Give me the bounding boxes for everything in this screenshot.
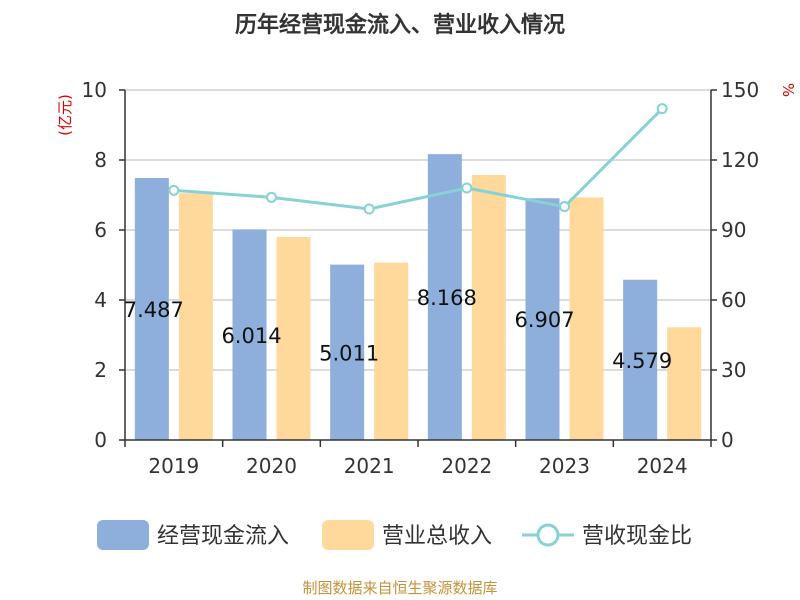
y-left-tick-label: 8 [94,148,107,172]
legend-label-cash-inflow: 经营现金流入 [157,524,289,549]
bar-revenue [178,193,213,440]
x-tick-label: 2019 [148,454,199,478]
bar-cash-inflow [525,198,560,440]
data-labels: 7.487 6.014 5.011 8.168 6.907 4.579 [124,286,672,373]
bar-cash-inflow [134,177,169,440]
ratio-point [656,103,668,115]
data-label: 6.907 [514,308,574,332]
bars [134,154,702,441]
bar-revenue [667,327,702,440]
ratio-line-path [173,107,664,211]
bar-cash-inflow [623,279,658,440]
y-right-tick-label: 150 [721,78,759,102]
x-tick-label: 2023 [539,454,590,478]
ratio-point [559,201,570,213]
ratio-point [461,182,473,194]
data-label: 4.579 [612,349,672,373]
ratio-point [266,191,277,203]
y-left-tick-label: 0 [94,428,107,452]
y-right-tick-label: 0 [721,428,734,452]
ratio-line [168,103,668,215]
axes [119,89,717,447]
y-left-tick-label: 10 [82,78,107,102]
y-left-tick-label: 2 [94,358,107,382]
legend-label-ratio: 营收现金比 [582,524,692,549]
bar-revenue [276,237,311,440]
tick-labels: 0 2 4 6 8 10 0 30 60 90 120 150 2019 2020 2021 2022 2023… [82,78,760,478]
x-tick-label: 2024 [637,454,688,478]
legend-marker-ratio [536,523,560,547]
data-label: 6.014 [221,324,281,348]
chart-title: 历年经营现金流入、营业收入情况 [235,12,565,38]
y-right-tick-label: 30 [721,358,746,382]
x-tick-label: 2020 [246,454,297,478]
y-right-tick-label: 60 [721,288,746,312]
y-right-tick-label: 90 [721,218,746,242]
bar-cash-inflow [427,154,462,440]
legend-label-revenue: 营业总收入 [382,524,492,549]
bar-cash-inflow [330,264,365,440]
ratio-point [168,184,180,196]
data-label: 5.011 [319,341,379,365]
data-label: 7.487 [124,298,184,322]
y-right-unit: % [779,83,797,97]
bar-revenue [569,197,604,440]
x-tick-label: 2022 [441,454,492,478]
bar-cash-inflow [232,229,267,440]
y-right-tick-label: 120 [721,148,759,172]
data-label: 8.168 [417,286,477,310]
legend-swatch-revenue [322,520,374,550]
y-left-unit: (亿元) [56,94,74,136]
y-left-tick-label: 4 [94,288,107,312]
bar-revenue [374,262,409,440]
grid [125,89,711,371]
x-tick-label: 2021 [344,454,395,478]
y-left-tick-label: 6 [94,218,107,242]
legend-swatch-cash-inflow [97,520,149,550]
ratio-point [363,203,375,215]
bar-revenue [471,175,506,441]
source-note: 制图数据来自恒生聚源数据库 [302,579,497,597]
legend: 经营现金流入 营业总收入 营收现金比 [97,520,692,550]
